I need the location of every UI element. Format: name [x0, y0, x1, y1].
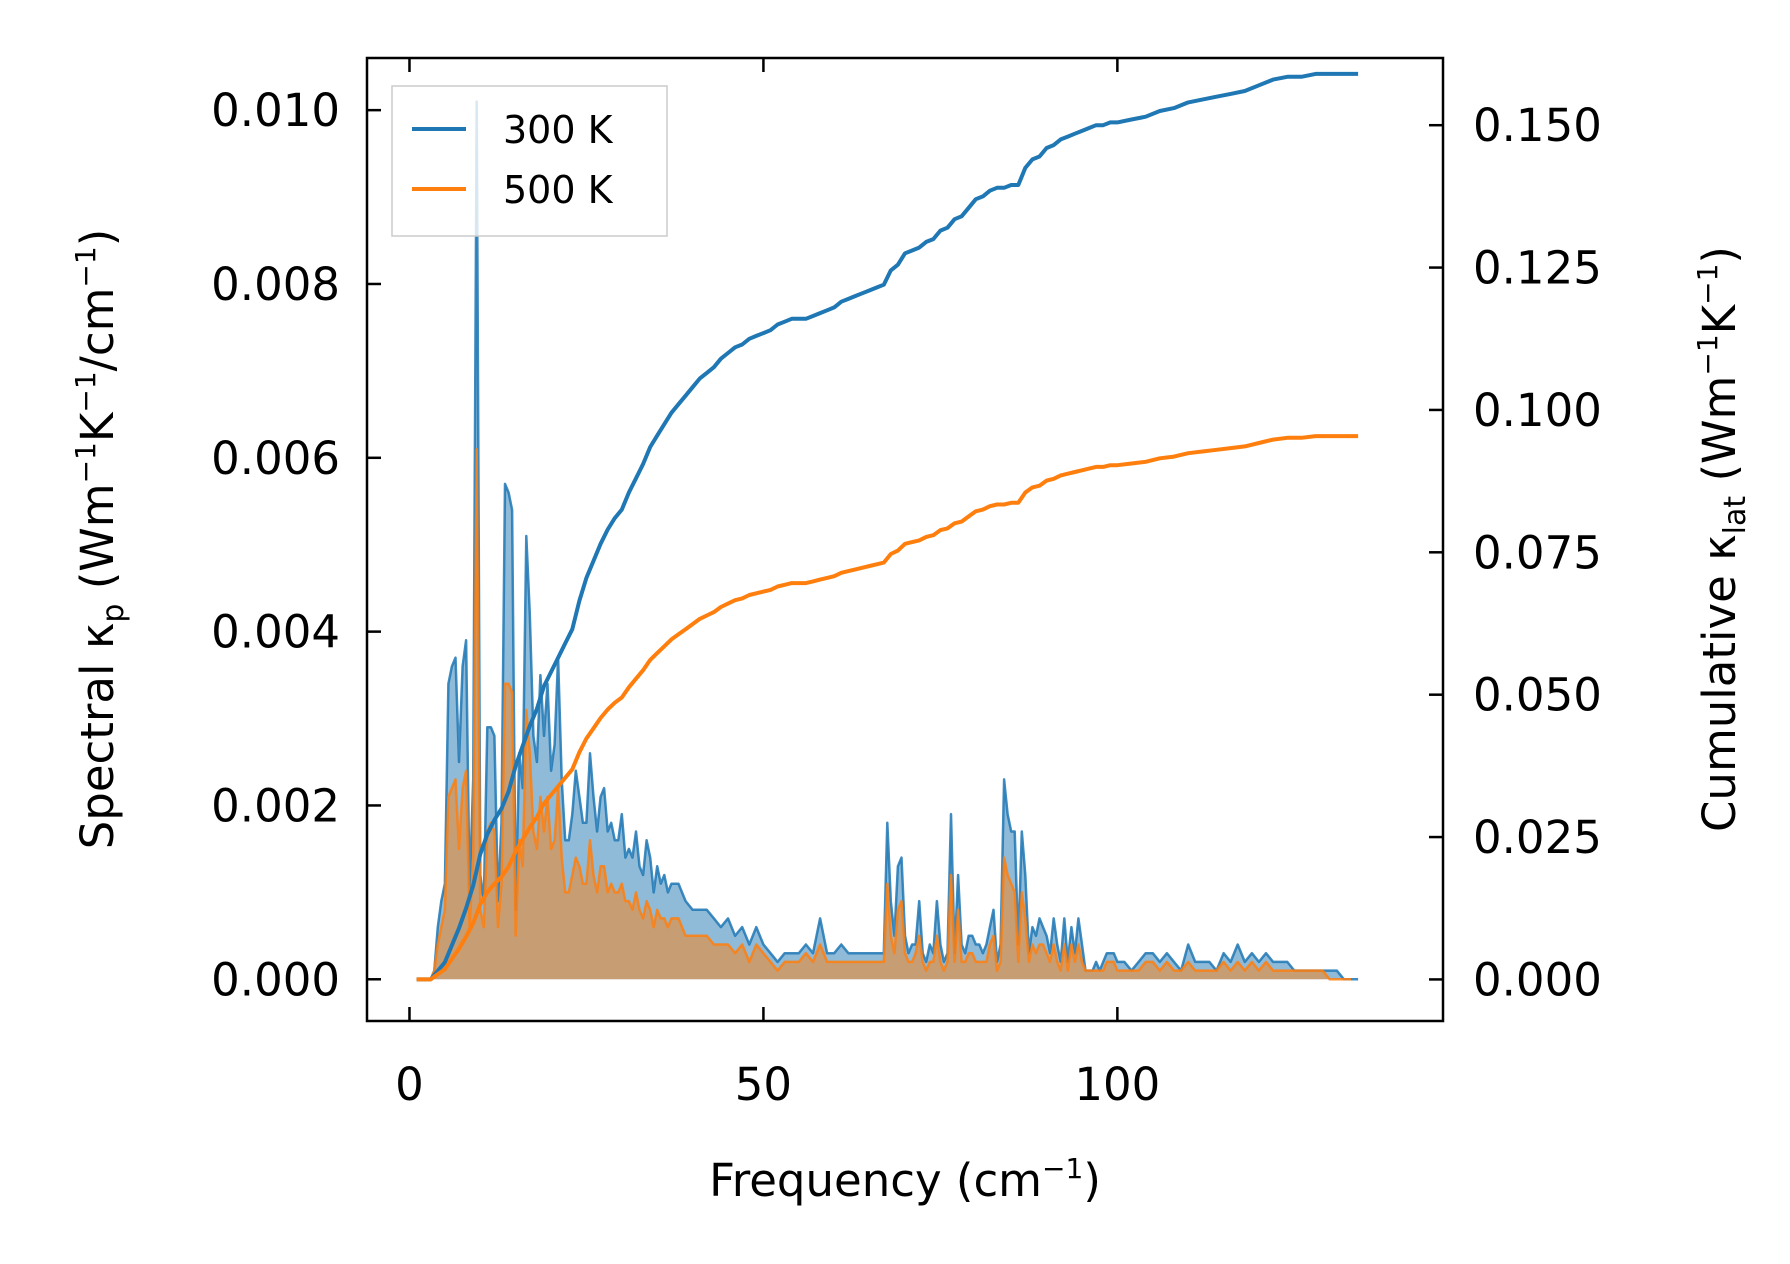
y-left-tick-label: 0.002 — [211, 779, 340, 832]
spectral-line-300K — [416, 100, 1359, 981]
y-left-tick-label: 0.008 — [211, 258, 340, 311]
y-left-tick-label: 0.004 — [211, 606, 340, 659]
y-right-tick-label: 0.025 — [1473, 811, 1602, 864]
y-right-tick-label: 0.000 — [1473, 953, 1602, 1006]
plot-layer — [416, 71, 1359, 982]
axes-frame — [365, 56, 1445, 1023]
y-right-tick-label: 0.100 — [1473, 384, 1602, 437]
legend-box — [391, 85, 668, 237]
y-left-tick-label: 0.010 — [211, 84, 340, 137]
y-axis-left-label: Spectral κp (Wm−1K−1/cm−1) — [69, 229, 131, 850]
y-axis-right-label: Cumulative κlat (Wm−1K−1) — [1691, 246, 1753, 832]
cumulative-line-300K — [416, 71, 1359, 982]
legend-label-300K: 300 K — [503, 108, 614, 152]
tick-layer: 0 50 100 0.000 0.002 0.004 0.006 0.008 0.010 0.00… — [211, 58, 1602, 1111]
y-right-tick-label: 0.050 — [1473, 669, 1602, 722]
legend-label-500K: 500 K — [503, 168, 614, 212]
y-left-tick-label: 0.000 — [211, 953, 340, 1006]
legend: 300 K 500 K — [391, 85, 668, 237]
x-tick-label: 50 — [735, 1058, 792, 1111]
x-tick-label: 0 — [395, 1058, 424, 1111]
y-right-tick-label: 0.150 — [1473, 99, 1602, 152]
spectral-area-500K — [416, 449, 1352, 980]
cumulative-line-500K — [416, 434, 1359, 982]
spectral-line-500K — [416, 447, 1351, 981]
y-right-tick-label: 0.125 — [1473, 242, 1602, 295]
y-right-tick-label: 0.075 — [1473, 526, 1602, 579]
x-tick-label: 100 — [1074, 1058, 1160, 1111]
x-axis-label: Frequency (cm−1) — [709, 1152, 1101, 1207]
y-left-tick-label: 0.006 — [211, 432, 340, 485]
